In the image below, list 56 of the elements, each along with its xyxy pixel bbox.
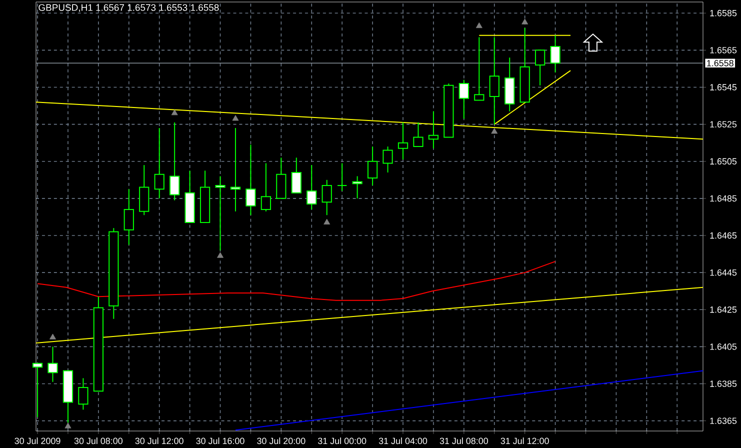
- candlestick: [306, 164, 317, 210]
- ref-line-label: 1.6558: [707, 60, 734, 66]
- candlestick: [78, 378, 88, 410]
- point: [217, 252, 224, 258]
- x-tick-label: 30 Jul 16:00: [196, 438, 244, 444]
- candlestick: [124, 188, 134, 246]
- x-tick-label: 31 Jul 04:00: [378, 438, 428, 444]
- point: [171, 109, 178, 116]
- y-tick-label: 1.6425: [710, 306, 737, 313]
- y-tick-label: 1.6445: [710, 269, 737, 276]
- y-tick-label: 1.6385: [710, 380, 737, 387]
- y-tick-label: 1.6565: [710, 46, 737, 54]
- point: [50, 334, 56, 340]
- candlestick: [260, 162, 272, 212]
- point: [476, 22, 482, 28]
- x-tick-label: 30 Jul 20:00: [257, 438, 306, 444]
- x-tick-label: 30 Jul 2009: [14, 438, 60, 444]
- chart-title: GBPUSD,H1 1.6567 1.6573 1.6553 1.6558: [38, 4, 219, 12]
- candlestick: [428, 110, 439, 149]
- candlestick: [398, 122, 408, 160]
- candlestick: [154, 128, 164, 199]
- x-tick-label: 31 Jul 00:00: [318, 438, 366, 444]
- y-tick-label: 1.6465: [710, 232, 737, 239]
- candlestick: [48, 346, 58, 382]
- candlestick: [246, 144, 256, 216]
- y-tick-label: 1.6545: [710, 84, 737, 90]
- candlestick: [474, 36, 484, 101]
- candlestick: [367, 146, 378, 186]
- y-tick-label: 1.6405: [710, 344, 737, 350]
- y-tick-label: 1.6585: [710, 10, 737, 16]
- point: [491, 128, 498, 134]
- candlestick: [352, 176, 362, 199]
- candlestick: [458, 79, 469, 120]
- candlestick: [215, 176, 226, 251]
- point: [232, 115, 239, 121]
- y-tick-label: 1.6525: [710, 121, 737, 128]
- point: [64, 422, 72, 428]
- x-tick-label: 30 Jul 12:00: [135, 438, 184, 444]
- candlestick: [337, 162, 348, 192]
- y-tick-label: 1.6365: [710, 418, 737, 424]
- x-tick-label: 31 Jul 08:00: [440, 438, 488, 444]
- y-tick-label: 1.6485: [710, 195, 737, 202]
- candlestick: [550, 34, 560, 73]
- point: [522, 18, 528, 24]
- candlestick: [489, 36, 500, 125]
- candlestick: [291, 157, 302, 194]
- point: [324, 218, 330, 224]
- candlestick: [382, 146, 393, 173]
- x-tick-label: 31 Jul 12:00: [500, 438, 549, 444]
- candlestick: [413, 122, 424, 148]
- y-tick-label: 1.6505: [710, 158, 737, 165]
- candlestick: [322, 179, 332, 216]
- candlestick: [170, 122, 180, 201]
- x-tick-label: 30 Jul 08:00: [74, 438, 123, 444]
- line-series: [37, 260, 556, 301]
- candlestick: [534, 50, 546, 86]
